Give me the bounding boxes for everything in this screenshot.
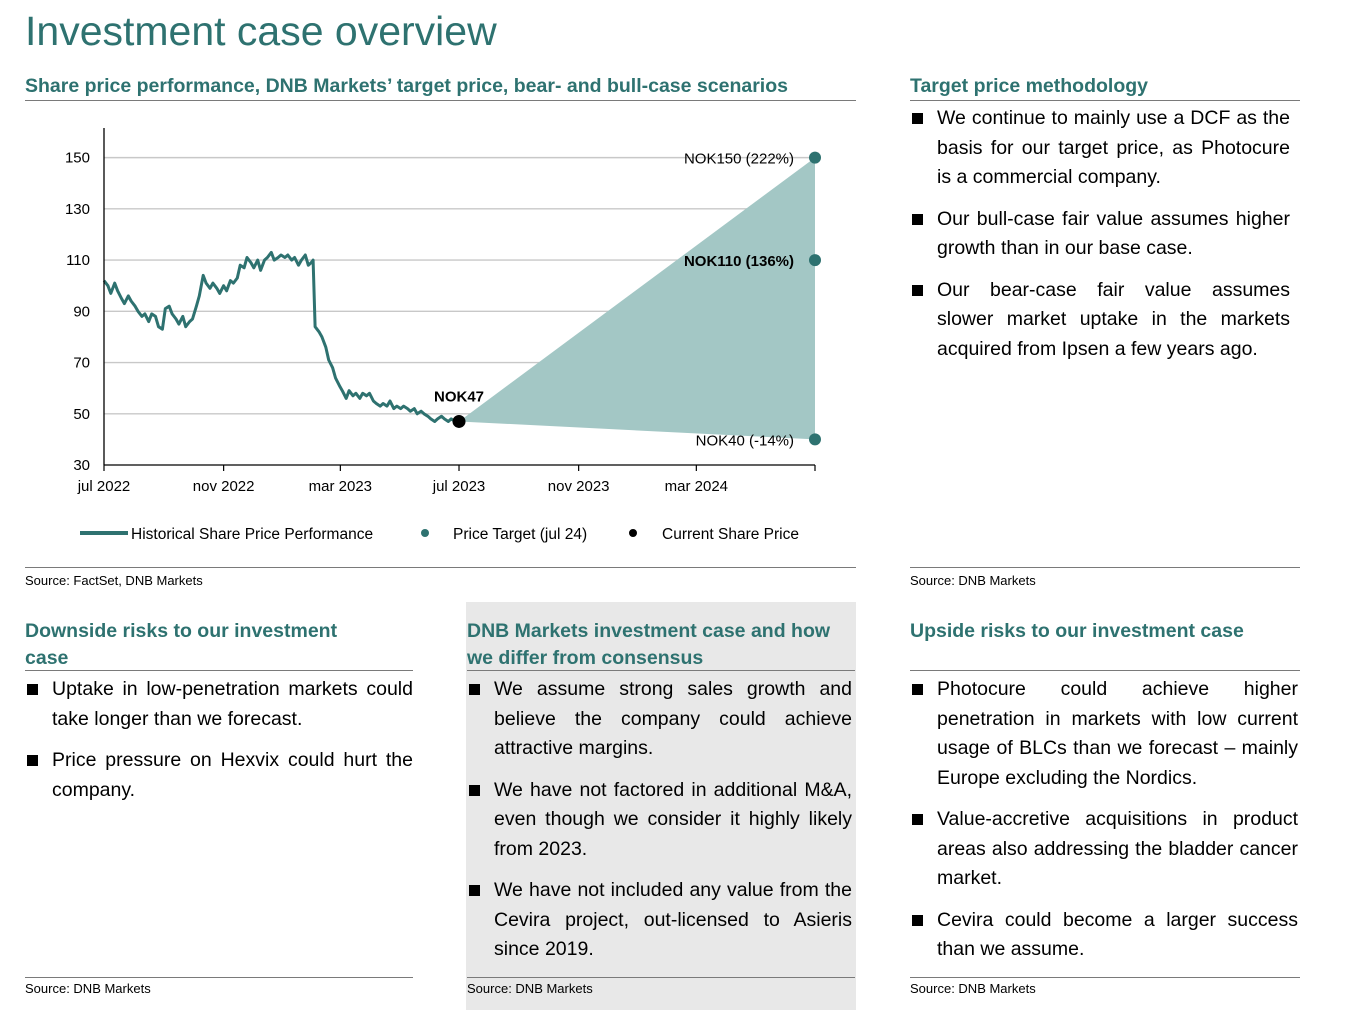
downside-heading: Downside risks to our investment case (25, 620, 338, 669)
methodology-bullets: We continue to mainly use a DCF as the b… (910, 104, 1290, 376)
current-price-marker: NOK47 (434, 388, 484, 428)
y-tick-label: 30 (73, 457, 90, 474)
list-item: We continue to mainly use a DCF as the b… (910, 104, 1290, 193)
list-item: Value-accretive acquisitions in product … (910, 805, 1298, 894)
current-price-label: NOK47 (434, 388, 484, 405)
downside-bullets: Uptake in low-penetration markets could … (25, 675, 413, 817)
price-target-label: NOK40 (-14%) (696, 432, 794, 449)
chart-heading-rule (25, 100, 856, 101)
chart-legend: Historical Share Price Performance Price … (80, 526, 799, 543)
downside-source: Source: DNB Markets (25, 981, 151, 996)
legend-target-swatch (421, 529, 429, 537)
y-tick-label: 150 (65, 150, 90, 167)
share-price-chart: 30 50 70 90 110 130 150 jul 2022 nov 2022 mar 20… (65, 128, 821, 543)
methodology-heading: Target price methodology (910, 75, 1148, 97)
list-item: We have not factored in additional M&A, … (467, 776, 852, 865)
y-tick-label: 90 (73, 303, 90, 320)
methodology-source: Source: DNB Markets (910, 573, 1036, 588)
investment-case-bottom-rule (467, 977, 855, 978)
list-item: We assume strong sales growth and believ… (467, 675, 852, 764)
legend-label: Current Share Price (662, 526, 799, 543)
price-target-point (809, 151, 821, 164)
downside-bottom-rule (25, 977, 413, 978)
list-item: We have not included any value from the … (467, 876, 852, 965)
investment-case-bullets: We assume strong sales growth and believ… (467, 675, 852, 977)
legend-label: Price Target (jul 24) (453, 526, 587, 543)
current-price-point (452, 414, 466, 428)
y-tick-label: 130 (65, 201, 90, 218)
x-tick-labels: jul 2022 nov 2022 mar 2023 jul 2023 nov 2023… (77, 465, 816, 495)
chart-bottom-rule (25, 567, 856, 568)
x-tick-label: jul 2022 (77, 478, 131, 495)
methodology-bottom-rule (910, 567, 1300, 568)
y-tick-label: 70 (73, 355, 90, 372)
x-tick-label: jul 2023 (432, 478, 486, 495)
chart-source: Source: FactSet, DNB Markets (25, 573, 203, 588)
chart-section-heading: Share price performance, DNB Markets’ ta… (25, 75, 788, 97)
investment-case-heading-rule (467, 670, 855, 671)
x-tick-label: nov 2023 (548, 478, 610, 495)
page-title: Investment case overview (25, 8, 497, 54)
investment-case-source: Source: DNB Markets (467, 981, 593, 996)
price-targets: NOK150 (222%) NOK110 (136%) NOK40 (-14%) (684, 151, 821, 449)
list-item: Photocure could achieve higher penetrati… (910, 675, 1298, 793)
scenario-range-area (459, 157, 815, 440)
price-target-point (809, 433, 821, 446)
list-item: Price pressure on Hexvix could hurt the … (25, 746, 413, 805)
y-tick-label: 50 (73, 406, 90, 423)
legend-current-swatch (629, 529, 637, 537)
list-item: Our bull-case fair value assumes higher … (910, 205, 1290, 264)
upside-bullets: Photocure could achieve higher penetrati… (910, 675, 1298, 977)
investment-case-heading: DNB Markets investment case and how we d… (467, 620, 831, 669)
historical-share-price-line (102, 250, 459, 423)
price-target-label: NOK110 (136%) (684, 253, 794, 270)
x-tick-label: mar 2024 (665, 478, 728, 495)
y-tick-labels: 30 50 70 90 110 130 150 (65, 150, 90, 474)
y-tick-label: 110 (66, 252, 90, 269)
x-tick-label: mar 2023 (309, 478, 372, 495)
x-tick-label: nov 2022 (193, 478, 255, 495)
upside-bottom-rule (910, 977, 1300, 978)
legend-label: Historical Share Price Performance (131, 526, 373, 543)
upside-heading: Upside risks to our investment case (910, 620, 1244, 642)
upside-heading-rule (910, 670, 1300, 671)
downside-heading-rule (25, 670, 413, 671)
list-item: Uptake in low-penetration markets could … (25, 675, 413, 734)
upside-source: Source: DNB Markets (910, 981, 1036, 996)
list-item: Cevira could become a larger success tha… (910, 906, 1298, 965)
price-target-label: NOK150 (222%) (684, 151, 794, 168)
price-target-point (809, 254, 821, 267)
list-item: Our bear-case fair value assumes slower … (910, 276, 1290, 365)
methodology-heading-rule (910, 100, 1300, 101)
